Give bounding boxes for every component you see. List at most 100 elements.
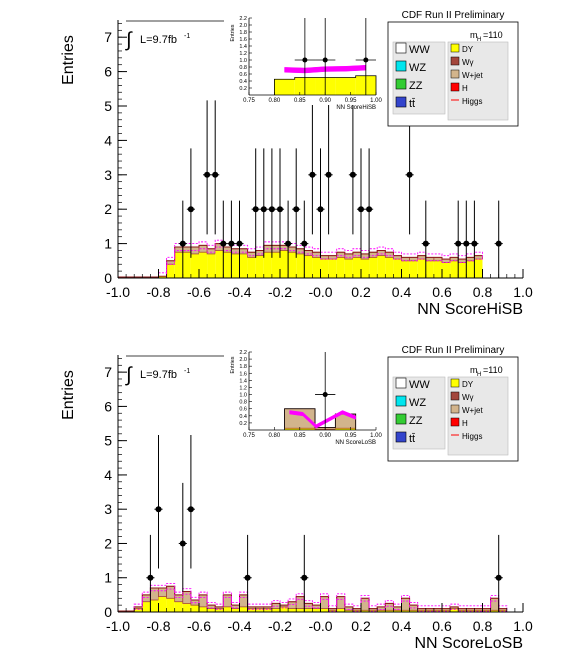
legend-label-right: Wγ — [462, 58, 474, 67]
inset-y-tick-label: 1.2 — [239, 385, 247, 391]
header-text: CDF Run II Preliminary — [402, 10, 505, 21]
inset-band — [289, 410, 356, 429]
wjet-bar — [239, 248, 248, 255]
mass-label: m — [470, 365, 478, 375]
dy-bar — [199, 252, 208, 278]
dy-bar — [401, 260, 410, 278]
wjet-bar — [158, 587, 167, 597]
dy-bar — [361, 259, 370, 278]
y-axis-title: Entries — [60, 370, 77, 420]
dy-bar — [409, 260, 418, 278]
legend-swatch-right-2 — [450, 404, 460, 414]
y-tick-label: 5 — [104, 433, 112, 449]
data-point — [317, 206, 324, 213]
data-point — [301, 240, 308, 247]
inset-y-tick-label: 2.2 — [239, 350, 247, 356]
legend-swatch-1 — [395, 395, 407, 407]
dy-bar — [377, 610, 386, 612]
dy-bar — [288, 252, 297, 278]
x-tick-label: 0.6 — [432, 618, 452, 634]
inset-y-tick-label: 2.0 — [239, 23, 247, 29]
inset-y-tick-label: 2.0 — [239, 357, 247, 363]
wjet-bar — [336, 251, 346, 258]
inset-dy-bar — [335, 428, 356, 430]
y-tick-label: 1 — [104, 236, 112, 252]
dy-bar — [288, 608, 297, 612]
dy-bar — [166, 598, 175, 612]
y-tick-label: 4 — [104, 467, 112, 483]
legend-label-left: ZZ — [409, 415, 423, 427]
y-tick-label: 2 — [104, 535, 112, 551]
wjet-bar — [222, 246, 232, 253]
dy-bar — [239, 606, 248, 612]
data-point — [187, 206, 194, 213]
dy-bar — [304, 255, 313, 278]
dy-bar — [312, 608, 321, 612]
mass-sub: H — [477, 37, 481, 43]
inset-x-tick-label: 0.95 — [345, 98, 357, 104]
legend-label-right: Higgs — [462, 432, 482, 441]
inset-data-point — [363, 57, 369, 63]
data-point — [252, 206, 259, 213]
wjet-bar — [295, 596, 305, 609]
dy-bar — [215, 250, 224, 278]
legend-swatch-right-2 — [450, 69, 460, 79]
data-point — [244, 574, 251, 581]
x-tick-label: 0.4 — [392, 284, 412, 300]
dy-bar — [174, 601, 183, 612]
dy-bar — [150, 600, 159, 612]
wjet-bar — [149, 587, 159, 601]
x-tick-label: -0.0 — [308, 618, 332, 634]
data-point — [277, 206, 283, 213]
dy-bar — [320, 608, 329, 612]
wjet-bar — [287, 246, 297, 253]
dy-bar — [158, 596, 167, 612]
x-tick-label: -0.6 — [187, 284, 211, 300]
wjet-bar — [457, 258, 467, 263]
wjet-bar — [490, 597, 500, 611]
legend-swatch-3 — [395, 96, 407, 108]
dy-bar — [458, 262, 467, 278]
wjet-bar — [401, 256, 410, 262]
wjet-bar — [247, 251, 257, 258]
inset-plot: 0.20.40.60.81.01.21.41.61.82.02.2 0.75 0.8… — [230, 15, 382, 111]
dy-bar — [304, 608, 313, 612]
integral-sign: ∫ — [125, 29, 133, 51]
dy-bar — [158, 276, 167, 278]
wjet-bar — [328, 255, 338, 260]
data-point — [220, 240, 227, 247]
dy-bar — [280, 250, 289, 278]
inset-x-tick-label: 1.00 — [370, 433, 382, 439]
data-point — [495, 240, 502, 247]
legend-label-right: H — [462, 419, 468, 428]
data-point — [268, 206, 275, 213]
dy-bar — [369, 257, 378, 278]
header-text: CDF Run II Preliminary — [402, 345, 505, 356]
wjet-bar — [198, 594, 208, 608]
inset-y-title: Entries — [230, 24, 236, 41]
lumi-text: L=9.7fb — [140, 34, 177, 46]
legend-label-right: Wγ — [462, 393, 474, 402]
data-point — [406, 171, 413, 178]
y-tick-label: 0 — [104, 270, 112, 286]
wjet-bar — [336, 596, 346, 609]
inset-x-tick-label: 0.75 — [243, 433, 255, 439]
dy-bar — [296, 253, 305, 278]
wjet-bar — [376, 250, 386, 257]
inset-y-tick-label: 1.0 — [239, 58, 247, 64]
y-tick-label: 2 — [104, 201, 112, 217]
dy-bar — [320, 259, 329, 278]
inset-data-point — [302, 57, 308, 63]
legend-label-right: W+jet — [462, 406, 483, 415]
dy-bar — [352, 257, 361, 278]
y-tick-label: 0 — [104, 604, 112, 620]
inset-y-tick-label: 1.8 — [239, 30, 247, 36]
data-point — [366, 206, 373, 213]
data-point — [236, 240, 243, 247]
inset-y-tick-label: 0.2 — [239, 86, 247, 92]
data-point — [285, 240, 292, 247]
inset-y-tick-label: 1.8 — [239, 364, 247, 370]
wjet-bar — [303, 250, 313, 257]
inset-x-tick-label: 0.90 — [319, 98, 331, 104]
